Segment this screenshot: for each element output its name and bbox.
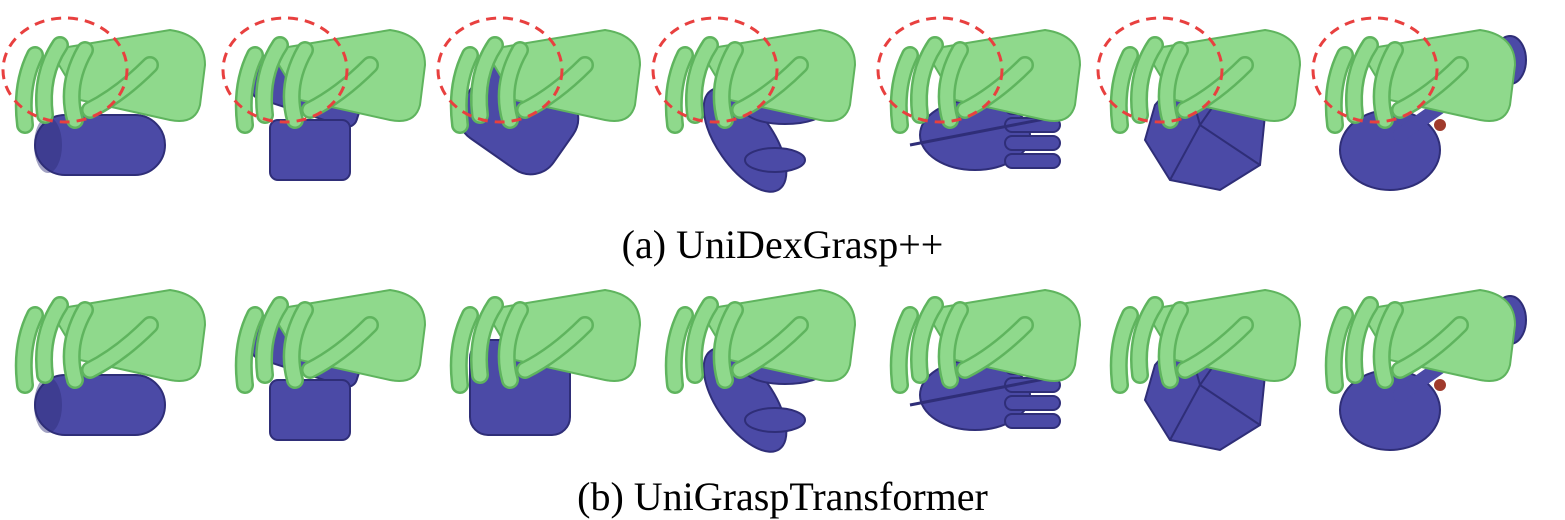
grasp-render-b-2 (234, 288, 427, 441)
caption-unidexgrasp: (a) UniDexGrasp++ (621, 222, 944, 267)
grasp-render-a-2 (221, 16, 427, 181)
grasp-render-b-5 (889, 288, 1082, 431)
grasp-render-a-4 (651, 16, 857, 193)
failure-highlight-circle (876, 16, 1004, 124)
grasp-render-b-7 (1324, 288, 1527, 451)
failure-highlight-circle (1311, 16, 1439, 124)
grasp-render-a-3 (436, 16, 642, 176)
grasp-render-a-5 (876, 16, 1082, 171)
grasp-render-a-1 (1, 16, 207, 176)
grasp-render-b-1 (14, 288, 207, 436)
failure-highlight-circle (221, 16, 349, 124)
grasp-render-b-6 (1109, 288, 1302, 452)
grasp-render-a-6 (1096, 16, 1302, 192)
grasp-render-b-3 (449, 288, 642, 436)
grasp-render-a-7 (1311, 16, 1527, 191)
failure-highlight-circle (1, 16, 129, 124)
failure-highlight-circle (651, 16, 779, 124)
failure-highlight-circle (436, 16, 564, 124)
caption-unigrasptransformer: (b) UniGraspTransformer (577, 474, 988, 519)
grasp-render-b-4 (664, 288, 857, 453)
failure-highlight-circle (1096, 16, 1224, 124)
